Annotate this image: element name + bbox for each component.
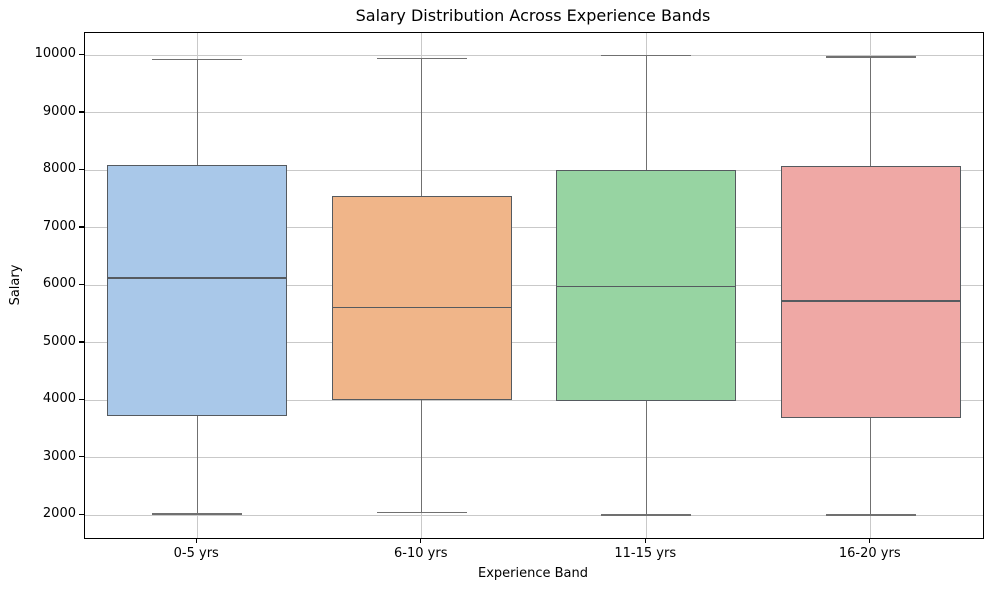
- ytick-mark-5000: [79, 341, 84, 343]
- whisker-lower-16-20-yrs: [870, 417, 872, 515]
- xtick-mark-16-20-yrs: [869, 538, 871, 543]
- ytick-mark-7000: [79, 226, 84, 228]
- box-16-20-yrs: [780, 165, 961, 418]
- whisker-cap-bottom-6-10-yrs: [376, 512, 467, 514]
- whisker-lower-0-5-yrs: [196, 416, 198, 515]
- gridline-y-5000: [85, 342, 983, 344]
- whisker-upper-11-15-yrs: [645, 55, 647, 170]
- gridline-y-6000: [85, 284, 983, 286]
- box-0-5-yrs: [107, 164, 288, 417]
- xtick-mark-11-15-yrs: [644, 538, 646, 543]
- chart-title: Salary Distribution Across Experience Ba…: [355, 6, 711, 25]
- xtick-mark-6-10-yrs: [420, 538, 422, 543]
- whisker-cap-bottom-0-5-yrs: [152, 513, 243, 515]
- ytick-mark-2000: [79, 513, 84, 515]
- xtick-label-16-20-yrs: 16-20 yrs: [838, 546, 901, 561]
- ytick-mark-6000: [79, 283, 84, 286]
- whisker-cap-top-16-20-yrs: [825, 56, 916, 58]
- ytick-mark-8000: [79, 168, 84, 171]
- gridline-y-3000: [85, 457, 983, 459]
- ytick-mark-9000: [79, 111, 84, 113]
- box-11-15-yrs: [556, 169, 737, 402]
- whisker-lower-11-15-yrs: [645, 401, 647, 515]
- ytick-label-10000: 10000: [34, 46, 76, 62]
- ytick-label-4000: 4000: [42, 391, 76, 407]
- gridline-y-8000: [85, 169, 983, 171]
- gridline-y-7000: [85, 227, 983, 229]
- gridline-y-9000: [85, 112, 983, 114]
- box-6-10-yrs: [331, 195, 512, 401]
- median-6-10-yrs: [331, 307, 512, 309]
- whisker-cap-top-0-5-yrs: [152, 58, 243, 61]
- ytick-label-7000: 7000: [42, 218, 76, 234]
- median-11-15-yrs: [556, 286, 737, 288]
- ytick-label-2000: 2000: [42, 506, 76, 522]
- ytick-mark-10000: [79, 53, 84, 56]
- median-16-20-yrs: [780, 300, 961, 302]
- gridline-y-4000: [85, 399, 983, 401]
- ytick-label-3000: 3000: [42, 448, 76, 464]
- ytick-label-9000: 9000: [42, 103, 76, 119]
- whisker-cap-top-11-15-yrs: [601, 55, 692, 57]
- whisker-upper-0-5-yrs: [196, 59, 198, 165]
- whisker-cap-bottom-16-20-yrs: [825, 514, 916, 516]
- gridline-y-10000: [85, 54, 983, 56]
- x-axis-label: Experience Band: [477, 566, 588, 581]
- gridline-y-2000: [85, 514, 983, 516]
- whisker-cap-top-6-10-yrs: [376, 57, 467, 60]
- whisker-upper-16-20-yrs: [870, 57, 872, 166]
- whisker-cap-bottom-11-15-yrs: [601, 514, 692, 516]
- whisker-lower-6-10-yrs: [421, 400, 423, 513]
- median-0-5-yrs: [107, 277, 288, 279]
- xtick-label-11-15-yrs: 11-15 yrs: [614, 546, 677, 561]
- ytick-mark-3000: [79, 456, 84, 458]
- ytick-label-8000: 8000: [42, 161, 76, 177]
- whisker-upper-6-10-yrs: [421, 58, 423, 196]
- xtick-label-0-5-yrs: 0-5 yrs: [173, 546, 219, 561]
- ytick-label-5000: 5000: [42, 333, 76, 349]
- ytick-mark-4000: [79, 398, 84, 400]
- xtick-mark-0-5-yrs: [195, 538, 197, 543]
- xtick-label-6-10-yrs: 6-10 yrs: [394, 546, 448, 561]
- plot-area: [84, 32, 984, 539]
- ytick-label-6000: 6000: [42, 276, 76, 292]
